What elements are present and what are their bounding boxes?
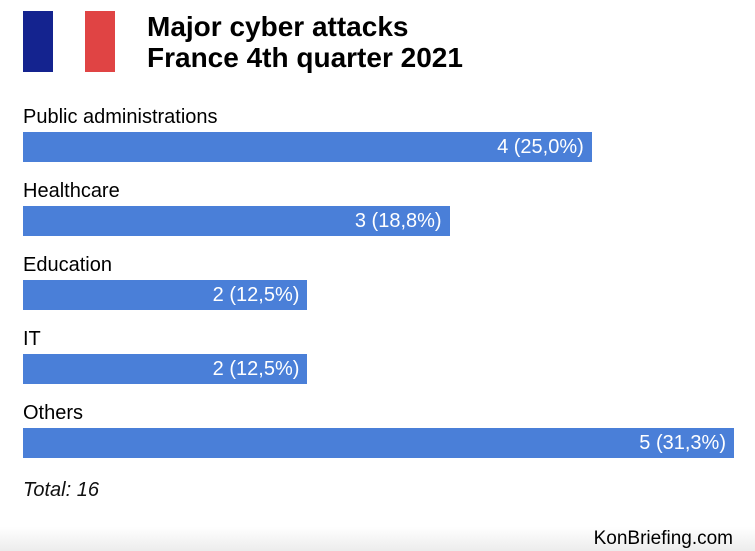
bar [23,132,592,162]
category-label: Education [23,254,112,276]
category-label: IT [23,328,41,350]
source-label: KonBriefing.com [593,528,733,549]
bar [23,354,308,384]
value-label: 5 (31,3%) [639,432,726,454]
bar [23,280,308,310]
footer-band [0,527,755,551]
chart-title: Major cyber attacks France 4th quarter 2… [147,11,463,73]
title-line-2: France 4th quarter 2021 [147,42,463,73]
total-label: Total: 16 [23,479,99,501]
bar [23,206,450,236]
bar [23,428,734,458]
value-label: 3 (18,8%) [354,210,442,232]
value-label: 2 (12,5%) [212,358,300,380]
category-label: Public administrations [23,106,218,128]
value-label: 4 (25,0%) [497,136,584,158]
flag-red-stripe [85,11,115,72]
title-line-1: Major cyber attacks [147,11,409,42]
value-label: 2 (12,5%) [212,284,300,306]
category-label: Healthcare [23,180,120,202]
flag-blue-stripe [23,11,53,72]
category-label: Others [23,402,84,424]
